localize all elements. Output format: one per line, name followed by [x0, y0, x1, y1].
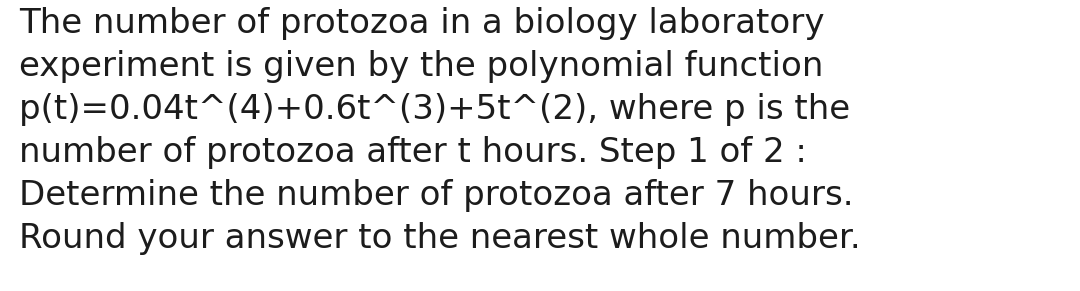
Text: The number of protozoa in a biology laboratory
experiment is given by the polyno: The number of protozoa in a biology labo…	[19, 7, 861, 255]
